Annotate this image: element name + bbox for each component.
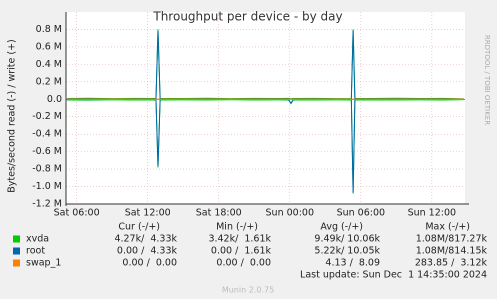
legend-swatch — [13, 235, 20, 243]
legend-swatch — [13, 247, 20, 255]
legend-header: Avg (-/+) — [320, 222, 363, 233]
y-tick-label: 0.4 M — [36, 59, 62, 70]
legend-cell: 4.27k/ 4.33k — [114, 234, 177, 245]
x-tick-label: Sun 06:00 — [337, 208, 385, 219]
y-tick-label: 0.2 M — [36, 76, 62, 87]
plot-area — [66, 12, 465, 204]
last-update: Last update: Sun Dec 1 14:35:00 2024 — [300, 270, 487, 281]
y-tick-label: -0.8 M — [32, 164, 62, 175]
y-tick-label: -0.2 M — [32, 111, 62, 122]
legend-label: root — [26, 246, 45, 257]
x-tick-label: Sat 06:00 — [54, 208, 100, 219]
x-tick-label: Sun 00:00 — [266, 208, 314, 219]
legend-cell: 0.00 / 1.61k — [211, 246, 272, 257]
legend-cell: 283.85 / 3.12k — [415, 258, 488, 269]
plot — [66, 12, 465, 205]
y-tick-label: -0.6 M — [32, 146, 62, 157]
y-tick-label: 0.0 — [47, 94, 62, 105]
footer: Munin 2.0.75 — [222, 286, 274, 295]
legend-cell: 5.22k/ 10.05k — [314, 246, 380, 257]
x-tick-label: Sun 12:00 — [408, 208, 456, 219]
y-tick-label: 0.8 M — [36, 24, 62, 35]
legend-cell: 1.08M/814.15k — [416, 246, 488, 257]
chart-title: Throughput per device - by day — [152, 10, 342, 24]
legend-label: swap_1 — [26, 258, 61, 269]
legend-header: Max (-/+) — [425, 222, 470, 233]
legend-cell: 0.00 / 0.00 — [122, 258, 177, 269]
legend-cell: 1.08M/817.27k — [416, 234, 488, 245]
y-axis-label: Bytes/second read (-) / write (+) — [7, 39, 18, 193]
legend-header: Cur (-/+) — [118, 222, 160, 233]
x-tick-label: Sat 18:00 — [196, 208, 242, 219]
legend-cell: 4.13 / 8.09 — [325, 258, 380, 269]
legend-cell: 0.00 / 0.00 — [216, 258, 271, 269]
legend-header: Min (-/+) — [216, 222, 258, 233]
y-tick-label: -1.2 M — [32, 199, 62, 210]
legend-label: xvda — [26, 234, 49, 245]
y-tick-label: 0.6 M — [36, 41, 62, 52]
y-tick-label: -0.4 M — [32, 129, 62, 140]
legend-swatch — [13, 259, 20, 267]
y-tick-label: -1.0 M — [32, 181, 62, 192]
side-text: RRDTOOL / TOBI OETIKER — [483, 35, 491, 125]
legend-cell: 3.42k/ 1.61k — [208, 234, 271, 245]
legend-cell: 9.49k/ 10.06k — [314, 234, 380, 245]
legend-cell: 0.00 / 4.33k — [117, 246, 178, 257]
x-tick-label: Sat 12:00 — [125, 208, 171, 219]
